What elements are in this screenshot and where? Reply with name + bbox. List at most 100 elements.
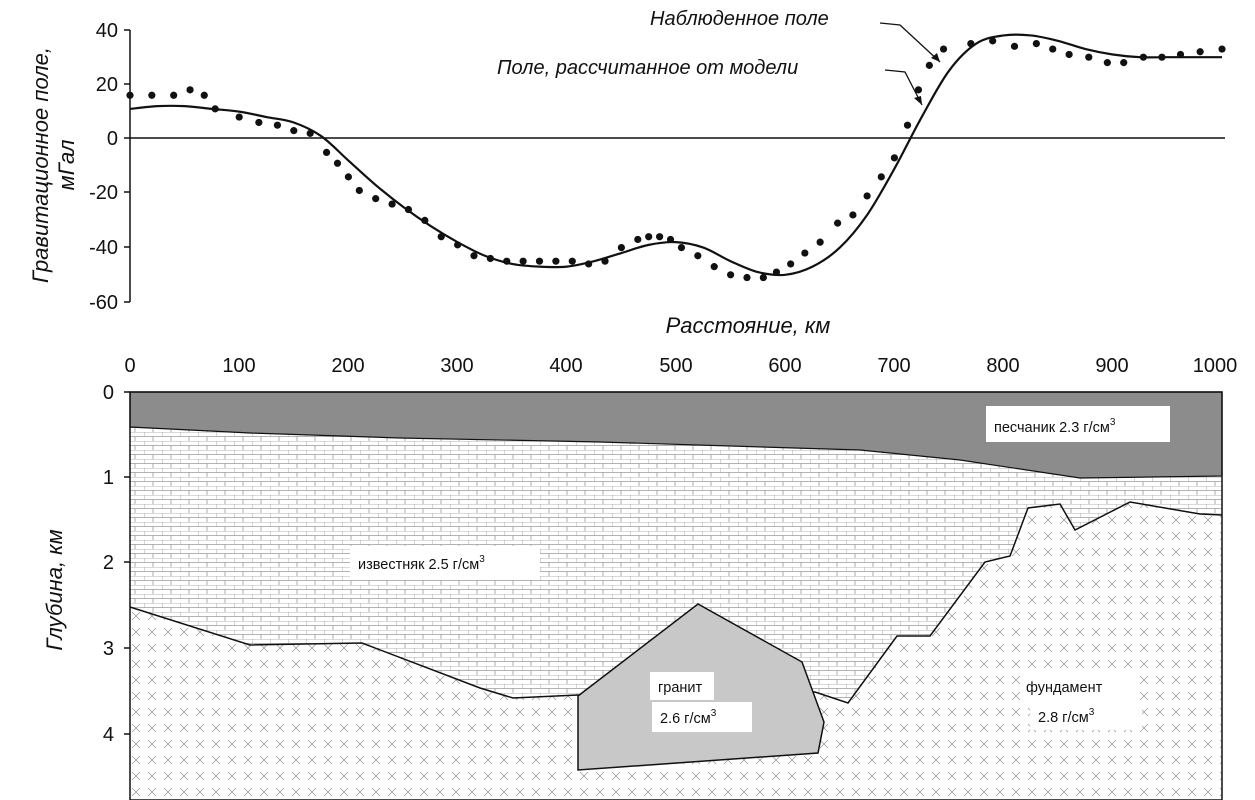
observed-point (925, 61, 933, 69)
limestone-label-box (350, 546, 540, 580)
observed-point (989, 37, 997, 45)
observed-point (787, 260, 795, 268)
model-curve-layer (129, 33, 1222, 277)
granite-density-box (652, 702, 752, 732)
observed-point (634, 235, 642, 244)
observed-point (1218, 45, 1226, 53)
observed-point (601, 257, 609, 265)
observed-point (126, 91, 134, 99)
observed-point (1032, 40, 1040, 48)
observed-point (677, 244, 686, 252)
observed-point (211, 105, 219, 113)
basement-density-label: 2.8 г/см3 (1038, 707, 1095, 726)
observed-point (552, 257, 560, 265)
gravity-ylabel-unit: мГал (54, 140, 79, 191)
observed-point (404, 205, 413, 214)
limestone-label: известняк 2.5 г/см3 (358, 554, 485, 573)
observed-point (344, 173, 352, 181)
gravity-panel: Гравитационное поле, мГал 40 20 0 -20 -4… (28, 8, 1226, 314)
distance-tick: 1000 (1193, 355, 1238, 377)
observed-point (743, 273, 751, 282)
granite-density-label: 2.6 г/см3 (660, 708, 717, 727)
gravity-ytick: 40 (96, 20, 118, 42)
observed-point (454, 241, 462, 249)
depth-tick: 2 (103, 552, 114, 574)
observed-point (834, 219, 842, 227)
model-leader-arrow (914, 96, 922, 105)
observed-leader-line (879, 22, 941, 63)
observed-point (273, 121, 282, 129)
model-field-curve (129, 33, 1222, 277)
basement-density-box (1030, 702, 1142, 730)
observed-point (421, 216, 429, 224)
observed-point (290, 127, 298, 135)
observed-point (333, 159, 342, 167)
observed-point (186, 86, 194, 94)
model-leader-line (884, 69, 923, 106)
observed-point (694, 252, 702, 260)
observed-point (1065, 50, 1073, 59)
observed-point (372, 195, 380, 203)
distance-tick: 300 (440, 355, 473, 377)
observed-point (1010, 42, 1019, 50)
depth-tick: 3 (103, 638, 114, 660)
basement-label: фундамент (1026, 680, 1103, 696)
granite-label-box (650, 672, 714, 700)
observed-point (617, 244, 626, 252)
observed-points-layer (126, 37, 1226, 282)
depth-tick: 4 (103, 724, 114, 746)
observed-point (306, 129, 314, 137)
observed-field-label: Наблюденное поле (650, 8, 829, 30)
observed-point (863, 192, 871, 200)
observed-point (903, 121, 912, 129)
observed-point (437, 233, 445, 241)
observed-point (1103, 59, 1111, 67)
observed-point (877, 173, 885, 181)
depth-axis-label: Глубина, км (42, 529, 67, 650)
observed-leader-arrow (931, 53, 940, 62)
observed-point (656, 233, 664, 241)
depth-tick: 0 (103, 382, 114, 404)
distance-tick: 200 (331, 355, 364, 377)
distance-tick: 600 (768, 355, 801, 377)
gravity-ytick: 20 (96, 74, 118, 96)
observed-point (148, 91, 156, 99)
sandstone-label-box (986, 406, 1170, 442)
observed-point (235, 113, 243, 121)
observed-point (503, 257, 511, 265)
observed-point (939, 45, 948, 53)
observed-point (645, 233, 653, 241)
observed-point (914, 86, 923, 94)
observed-point (486, 254, 494, 263)
observed-point (170, 91, 178, 99)
observed-point (727, 271, 735, 279)
geologic-section: Глубина, км 0 1 2 3 4 песчаник 2.3 г/см3 (42, 382, 1223, 800)
observed-point (1158, 53, 1166, 61)
gravity-ytick: -60 (89, 292, 118, 314)
limestone-layer (130, 392, 1222, 703)
basement-label-box (1020, 674, 1132, 700)
observed-point (801, 249, 809, 257)
observed-point (1085, 53, 1093, 61)
observed-point (519, 257, 527, 265)
basement-boundary (129, 501, 1223, 704)
observed-point (1120, 59, 1128, 67)
observed-point (388, 200, 396, 208)
gravity-ytick: -20 (89, 182, 118, 204)
depth-tick: 1 (103, 467, 114, 489)
observed-point (1139, 53, 1147, 61)
observed-point (666, 235, 675, 244)
observed-point (355, 186, 363, 195)
observed-point (967, 40, 975, 48)
distance-tick: 0 (124, 355, 135, 377)
observed-point (816, 238, 824, 246)
gravity-ytick: 0 (107, 128, 118, 150)
granite-label: гранит (658, 680, 703, 696)
observed-point (849, 211, 857, 219)
section-frame (129, 391, 1223, 800)
observed-point (890, 154, 899, 162)
gravity-ytick: -40 (89, 237, 118, 259)
model-field-label: Поле, рассчитанное от модели (497, 57, 798, 79)
observed-point (470, 252, 478, 260)
